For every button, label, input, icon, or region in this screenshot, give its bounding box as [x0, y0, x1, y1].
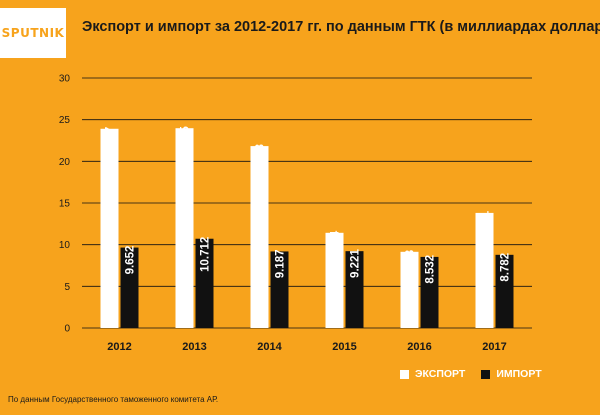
y-tick-label: 5 [64, 282, 70, 293]
legend: ЭКСПОРТ ИМПОРТ [400, 368, 542, 380]
y-tick-label: 0 [64, 324, 70, 335]
export-bar [250, 146, 269, 328]
export-bar [100, 128, 119, 328]
import-data-label: 9.221 [350, 249, 362, 278]
import-data-label: 8.782 [500, 253, 512, 282]
import-bar [495, 254, 514, 328]
import-bar [270, 251, 289, 328]
export-data-label: 9.143 [405, 250, 417, 279]
import-data-label: 9.187 [275, 249, 287, 278]
import-bar [345, 251, 364, 328]
export-bar [400, 251, 419, 328]
legend-swatch-import [481, 369, 491, 379]
export-data-label: 11.424 [330, 230, 342, 265]
sputnik-logo: SPUTNIK [0, 8, 66, 58]
export-data-label: 21.828 [255, 144, 267, 180]
x-tick-label: 2013 [182, 341, 206, 353]
legend-label-import: ИМПОРТ [496, 368, 542, 380]
y-tick-label: 10 [59, 240, 71, 251]
x-tick-label: 2015 [332, 341, 356, 353]
import-data-label: 10.712 [200, 237, 212, 272]
x-tick-label: 2012 [107, 341, 131, 353]
x-tick-label: 2014 [257, 341, 282, 353]
export-data-label: 23.975 [180, 126, 192, 162]
export-data-label: 13.811 [480, 210, 492, 245]
y-tick-label: 15 [59, 199, 71, 210]
x-tick-label: 2017 [482, 341, 506, 353]
y-tick-label: 20 [59, 157, 71, 168]
export-data-label: 23.907 [105, 127, 117, 162]
import-bar [420, 256, 439, 328]
chart-title: Экспорт и импорт за 2012-2017 гг. по дан… [82, 19, 600, 35]
logo-text: SPUTNIK [1, 26, 65, 40]
import-data-label: 8.532 [425, 255, 437, 284]
legend-label-export: ЭКСПОРТ [415, 368, 466, 380]
export-bar [475, 212, 494, 328]
import-bar [120, 247, 139, 328]
source-note: По данным Государственного таможенного к… [8, 395, 219, 404]
export-bar [325, 232, 344, 328]
export-bar [175, 128, 194, 328]
y-tick-label: 30 [59, 74, 71, 85]
legend-swatch-export [400, 369, 409, 379]
x-tick-label: 2016 [407, 341, 431, 353]
y-tick-label: 25 [59, 115, 71, 126]
import-data-label: 9.652 [125, 246, 137, 275]
import-bar [195, 238, 214, 328]
